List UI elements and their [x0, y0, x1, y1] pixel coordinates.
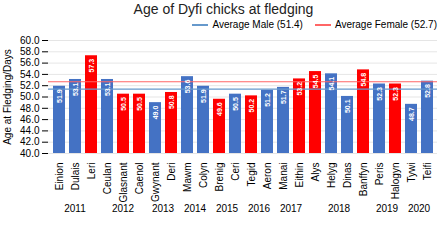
- svg-text:48.0: 48.0: [20, 103, 40, 114]
- svg-text:Mawm: Mawm: [182, 163, 193, 192]
- svg-text:52.8: 52.8: [424, 84, 431, 98]
- svg-text:2020: 2020: [408, 203, 431, 214]
- html-text:Average Male (51.4): Average Male (51.4): [212, 19, 303, 30]
- svg-text:40.0: 40.0: [20, 148, 40, 159]
- svg-text:51.9: 51.9: [200, 89, 207, 103]
- svg-text:52.3: 52.3: [376, 87, 383, 101]
- svg-text:54.5: 54.5: [312, 74, 319, 88]
- svg-text:49.0: 49.0: [152, 106, 159, 120]
- svg-text:Dulais: Dulais: [70, 163, 81, 191]
- svg-text:42.0: 42.0: [20, 136, 40, 147]
- svg-text:50.2: 50.2: [248, 99, 255, 113]
- svg-text:53.6: 53.6: [184, 80, 191, 94]
- svg-text:Ceulan: Ceulan: [102, 163, 113, 195]
- svg-text:56.0: 56.0: [20, 57, 40, 68]
- svg-text:Deri: Deri: [166, 163, 177, 181]
- svg-text:50.8: 50.8: [168, 95, 175, 109]
- svg-text:50.1: 50.1: [344, 99, 351, 113]
- svg-text:Alys: Alys: [310, 163, 321, 182]
- svg-text:60.0: 60.0: [20, 35, 40, 46]
- svg-text:Tegid: Tegid: [246, 163, 257, 187]
- svg-text:57.3: 57.3: [88, 59, 95, 73]
- svg-text:Caenol: Caenol: [134, 163, 145, 195]
- svg-text:2011: 2011: [64, 203, 86, 214]
- svg-text:50.5: 50.5: [120, 97, 127, 111]
- svg-text:50.0: 50.0: [20, 91, 40, 102]
- svg-text:2012: 2012: [112, 203, 135, 214]
- svg-text:2014: 2014: [184, 203, 207, 214]
- svg-text:Dinas: Dinas: [342, 163, 353, 189]
- svg-text:Helyg: Helyg: [326, 163, 337, 189]
- svg-text:Gwynant: Gwynant: [150, 162, 161, 202]
- svg-text:Aeron: Aeron: [262, 163, 273, 190]
- svg-text:Teifi: Teifi: [422, 163, 433, 181]
- svg-text:53.2: 53.2: [296, 82, 303, 96]
- svg-text:51.7: 51.7: [280, 90, 287, 104]
- svg-text:Age at Fledging/Days: Age at Fledging/Days: [2, 49, 13, 145]
- svg-text:Halogyn: Halogyn: [390, 163, 401, 200]
- svg-text:51.9: 51.9: [56, 89, 63, 103]
- svg-text:Peris: Peris: [374, 163, 385, 186]
- html-text:Average Female (52.7): Average Female (52.7): [334, 19, 437, 30]
- html-text:Age of Dyfi chicks at fledging: Age of Dyfi chicks at fledging: [133, 1, 314, 17]
- svg-text:50.5: 50.5: [136, 97, 143, 111]
- svg-text:54.1: 54.1: [328, 77, 335, 91]
- svg-text:44.0: 44.0: [20, 125, 40, 136]
- svg-text:2016: 2016: [248, 203, 271, 214]
- svg-text:54.0: 54.0: [20, 69, 40, 80]
- svg-text:Glasnant: Glasnant: [118, 162, 129, 202]
- svg-text:2013: 2013: [152, 203, 175, 214]
- svg-text:52.0: 52.0: [20, 80, 40, 91]
- svg-text:54.8: 54.8: [360, 73, 367, 87]
- svg-text:48.7: 48.7: [408, 107, 415, 121]
- svg-text:52.3: 52.3: [392, 87, 399, 101]
- svg-text:Ceri: Ceri: [230, 163, 241, 181]
- svg-text:Einion: Einion: [54, 163, 65, 191]
- svg-text:Colyn: Colyn: [198, 163, 209, 189]
- svg-text:Manai: Manai: [278, 163, 289, 190]
- svg-text:58.0: 58.0: [20, 46, 40, 57]
- svg-text:53.1: 53.1: [72, 82, 79, 96]
- svg-text:51.2: 51.2: [264, 93, 271, 107]
- svg-text:Leri: Leri: [86, 163, 97, 180]
- svg-text:49.6: 49.6: [216, 102, 223, 116]
- svg-text:Tywi: Tywi: [406, 163, 417, 183]
- svg-text:Brenig: Brenig: [214, 163, 225, 192]
- svg-text:Banffyn: Banffyn: [358, 163, 369, 197]
- svg-text:2018: 2018: [328, 203, 351, 214]
- svg-text:Eithin: Eithin: [294, 163, 305, 188]
- svg-text:53.1: 53.1: [104, 82, 111, 96]
- svg-text:46.0: 46.0: [20, 114, 40, 125]
- svg-text:2017: 2017: [280, 203, 303, 214]
- svg-text:50.5: 50.5: [232, 97, 239, 111]
- svg-text:2019: 2019: [376, 203, 399, 214]
- svg-text:2015: 2015: [216, 203, 239, 214]
